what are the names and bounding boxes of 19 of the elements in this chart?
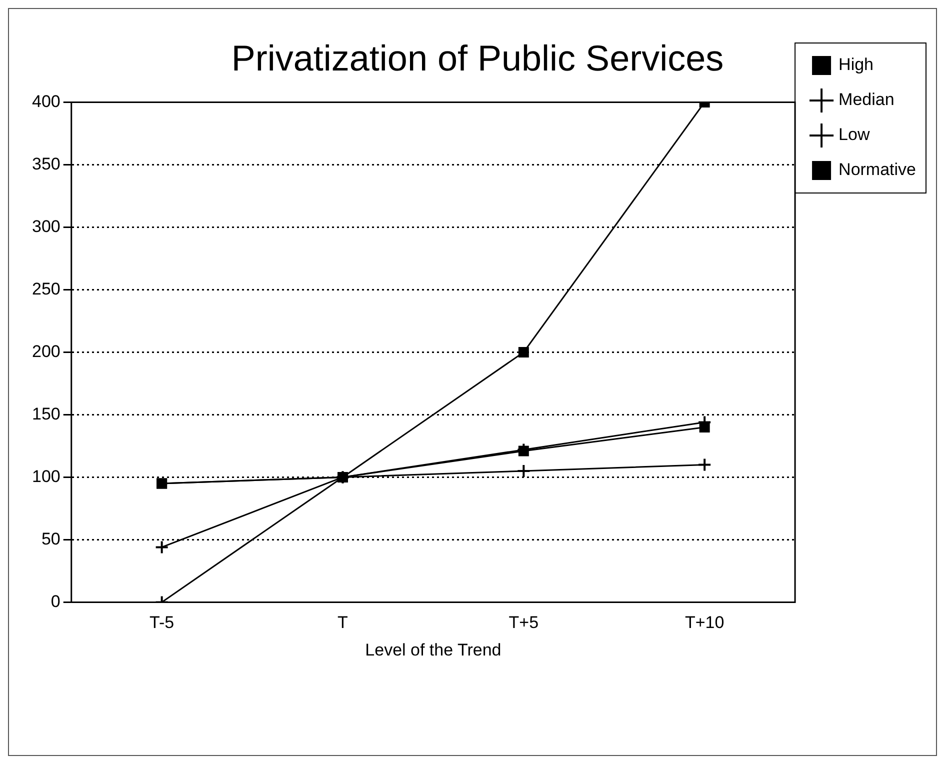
y-tick-label: 100 (32, 466, 60, 486)
y-tick-label: 50 (41, 529, 60, 548)
y-tick-label: 200 (32, 342, 60, 361)
chart-title: Privatization of Public Services (231, 38, 724, 79)
x-tick-label: T+5 (508, 613, 539, 632)
x-axis-title: Level of the Trend (365, 640, 502, 660)
y-tick-label: 150 (32, 404, 60, 424)
y-tick-label: 300 (32, 216, 60, 236)
y-tick-label: 400 (32, 92, 60, 111)
x-tick-label: T (338, 613, 348, 632)
legend-label: Normative (838, 160, 916, 180)
legend-label: Median (838, 90, 894, 110)
y-tick-label: 250 (32, 279, 60, 298)
x-tick-label: T+10 (684, 613, 724, 632)
legend-label: High (838, 55, 874, 74)
y-tick-label: 350 (32, 154, 60, 174)
y-tick-label: 0 (50, 592, 60, 611)
x-tick-label: T-5 (150, 613, 174, 632)
legend-label: Low (838, 125, 870, 144)
